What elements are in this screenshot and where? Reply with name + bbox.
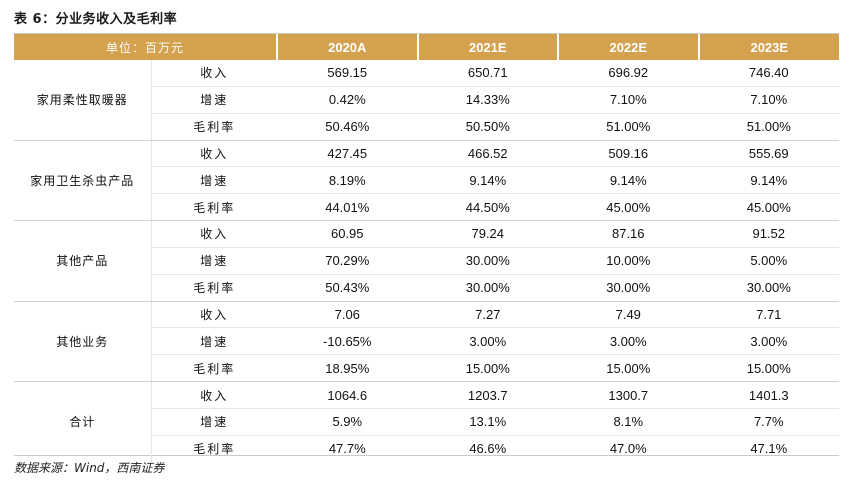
value-cell: 569.15 (277, 60, 418, 86)
metric-cell: 毛利率 (151, 194, 277, 221)
value-cell: 45.00% (558, 194, 699, 221)
header-year-2020a: 2020A (277, 34, 418, 60)
value-cell: 1064.6 (277, 382, 418, 409)
value-cell: 7.7% (699, 408, 840, 435)
value-cell: 47.7% (277, 435, 418, 461)
metric-cell: 毛利率 (151, 274, 277, 301)
table-title: 表 6：分业务收入及毛利率 (14, 8, 177, 27)
value-cell: 7.49 (558, 301, 699, 328)
source-note: 数据来源：Wind，西南证券 (14, 459, 164, 476)
value-cell: 1401.3 (699, 382, 840, 409)
value-cell: 50.43% (277, 274, 418, 301)
value-cell: 60.95 (277, 221, 418, 248)
value-cell: 1300.7 (558, 382, 699, 409)
value-cell: 7.10% (558, 86, 699, 113)
table-row: 家用柔性取暖器 收入 569.15 650.71 696.92 746.40 (14, 60, 839, 86)
metric-cell: 毛利率 (151, 113, 277, 140)
value-cell: 87.16 (558, 221, 699, 248)
metric-cell: 收入 (151, 221, 277, 248)
value-cell: 7.27 (418, 301, 559, 328)
value-cell: 746.40 (699, 60, 840, 86)
value-cell: 8.1% (558, 408, 699, 435)
segment-revenue-table: 单位：百万元 2020A 2021E 2022E 2023E 家用柔性取暖器 收… (14, 34, 839, 462)
category-cell: 其他业务 (14, 301, 151, 382)
value-cell: 8.19% (277, 167, 418, 194)
value-cell: 30.00% (418, 247, 559, 274)
value-cell: 427.45 (277, 140, 418, 167)
table-row: 合计 收入 1064.6 1203.7 1300.7 1401.3 (14, 382, 839, 409)
header-year-2023e: 2023E (699, 34, 840, 60)
metric-cell: 增速 (151, 247, 277, 274)
metric-cell: 收入 (151, 382, 277, 409)
value-cell: 9.14% (418, 167, 559, 194)
value-cell: 51.00% (558, 113, 699, 140)
value-cell: 14.33% (418, 86, 559, 113)
value-cell: 50.50% (418, 113, 559, 140)
category-cell: 家用柔性取暖器 (14, 60, 151, 140)
metric-cell: 增速 (151, 328, 277, 355)
value-cell: 15.00% (418, 355, 559, 382)
value-cell: 18.95% (277, 355, 418, 382)
value-cell: 5.00% (699, 247, 840, 274)
value-cell: 3.00% (699, 328, 840, 355)
metric-cell: 收入 (151, 301, 277, 328)
value-cell: 45.00% (699, 194, 840, 221)
value-cell: 47.1% (699, 435, 840, 461)
value-cell: 46.6% (418, 435, 559, 461)
metric-cell: 收入 (151, 60, 277, 86)
metric-cell: 增速 (151, 86, 277, 113)
value-cell: 79.24 (418, 221, 559, 248)
metric-cell: 增速 (151, 167, 277, 194)
value-cell: -10.65% (277, 328, 418, 355)
metric-cell: 收入 (151, 140, 277, 167)
value-cell: 15.00% (558, 355, 699, 382)
value-cell: 15.00% (699, 355, 840, 382)
value-cell: 7.06 (277, 301, 418, 328)
value-cell: 10.00% (558, 247, 699, 274)
value-cell: 9.14% (699, 167, 840, 194)
value-cell: 555.69 (699, 140, 840, 167)
metric-cell: 增速 (151, 408, 277, 435)
value-cell: 696.92 (558, 60, 699, 86)
value-cell: 466.52 (418, 140, 559, 167)
category-cell: 合计 (14, 382, 151, 462)
value-cell: 7.10% (699, 86, 840, 113)
value-cell: 44.50% (418, 194, 559, 221)
value-cell: 0.42% (277, 86, 418, 113)
value-cell: 3.00% (558, 328, 699, 355)
value-cell: 44.01% (277, 194, 418, 221)
value-cell: 5.9% (277, 408, 418, 435)
value-cell: 509.16 (558, 140, 699, 167)
value-cell: 30.00% (558, 274, 699, 301)
value-cell: 7.71 (699, 301, 840, 328)
value-cell: 91.52 (699, 221, 840, 248)
value-cell: 51.00% (699, 113, 840, 140)
data-table-container: 单位：百万元 2020A 2021E 2022E 2023E 家用柔性取暖器 收… (14, 33, 839, 456)
value-cell: 47.0% (558, 435, 699, 461)
metric-cell: 毛利率 (151, 435, 277, 461)
value-cell: 30.00% (418, 274, 559, 301)
header-row: 单位：百万元 2020A 2021E 2022E 2023E (14, 34, 839, 60)
value-cell: 70.29% (277, 247, 418, 274)
value-cell: 13.1% (418, 408, 559, 435)
value-cell: 50.46% (277, 113, 418, 140)
category-cell: 其他产品 (14, 221, 151, 302)
value-cell: 650.71 (418, 60, 559, 86)
category-cell: 家用卫生杀虫产品 (14, 140, 151, 221)
table-body: 家用柔性取暖器 收入 569.15 650.71 696.92 746.40 增… (14, 60, 839, 462)
table-row: 家用卫生杀虫产品 收入 427.45 466.52 509.16 555.69 (14, 140, 839, 167)
metric-cell: 毛利率 (151, 355, 277, 382)
header-year-2021e: 2021E (418, 34, 559, 60)
value-cell: 1203.7 (418, 382, 559, 409)
value-cell: 3.00% (418, 328, 559, 355)
table-row: 其他业务 收入 7.06 7.27 7.49 7.71 (14, 301, 839, 328)
value-cell: 9.14% (558, 167, 699, 194)
header-year-2022e: 2022E (558, 34, 699, 60)
table-row: 其他产品 收入 60.95 79.24 87.16 91.52 (14, 221, 839, 248)
value-cell: 30.00% (699, 274, 840, 301)
header-unit: 单位：百万元 (14, 34, 277, 60)
